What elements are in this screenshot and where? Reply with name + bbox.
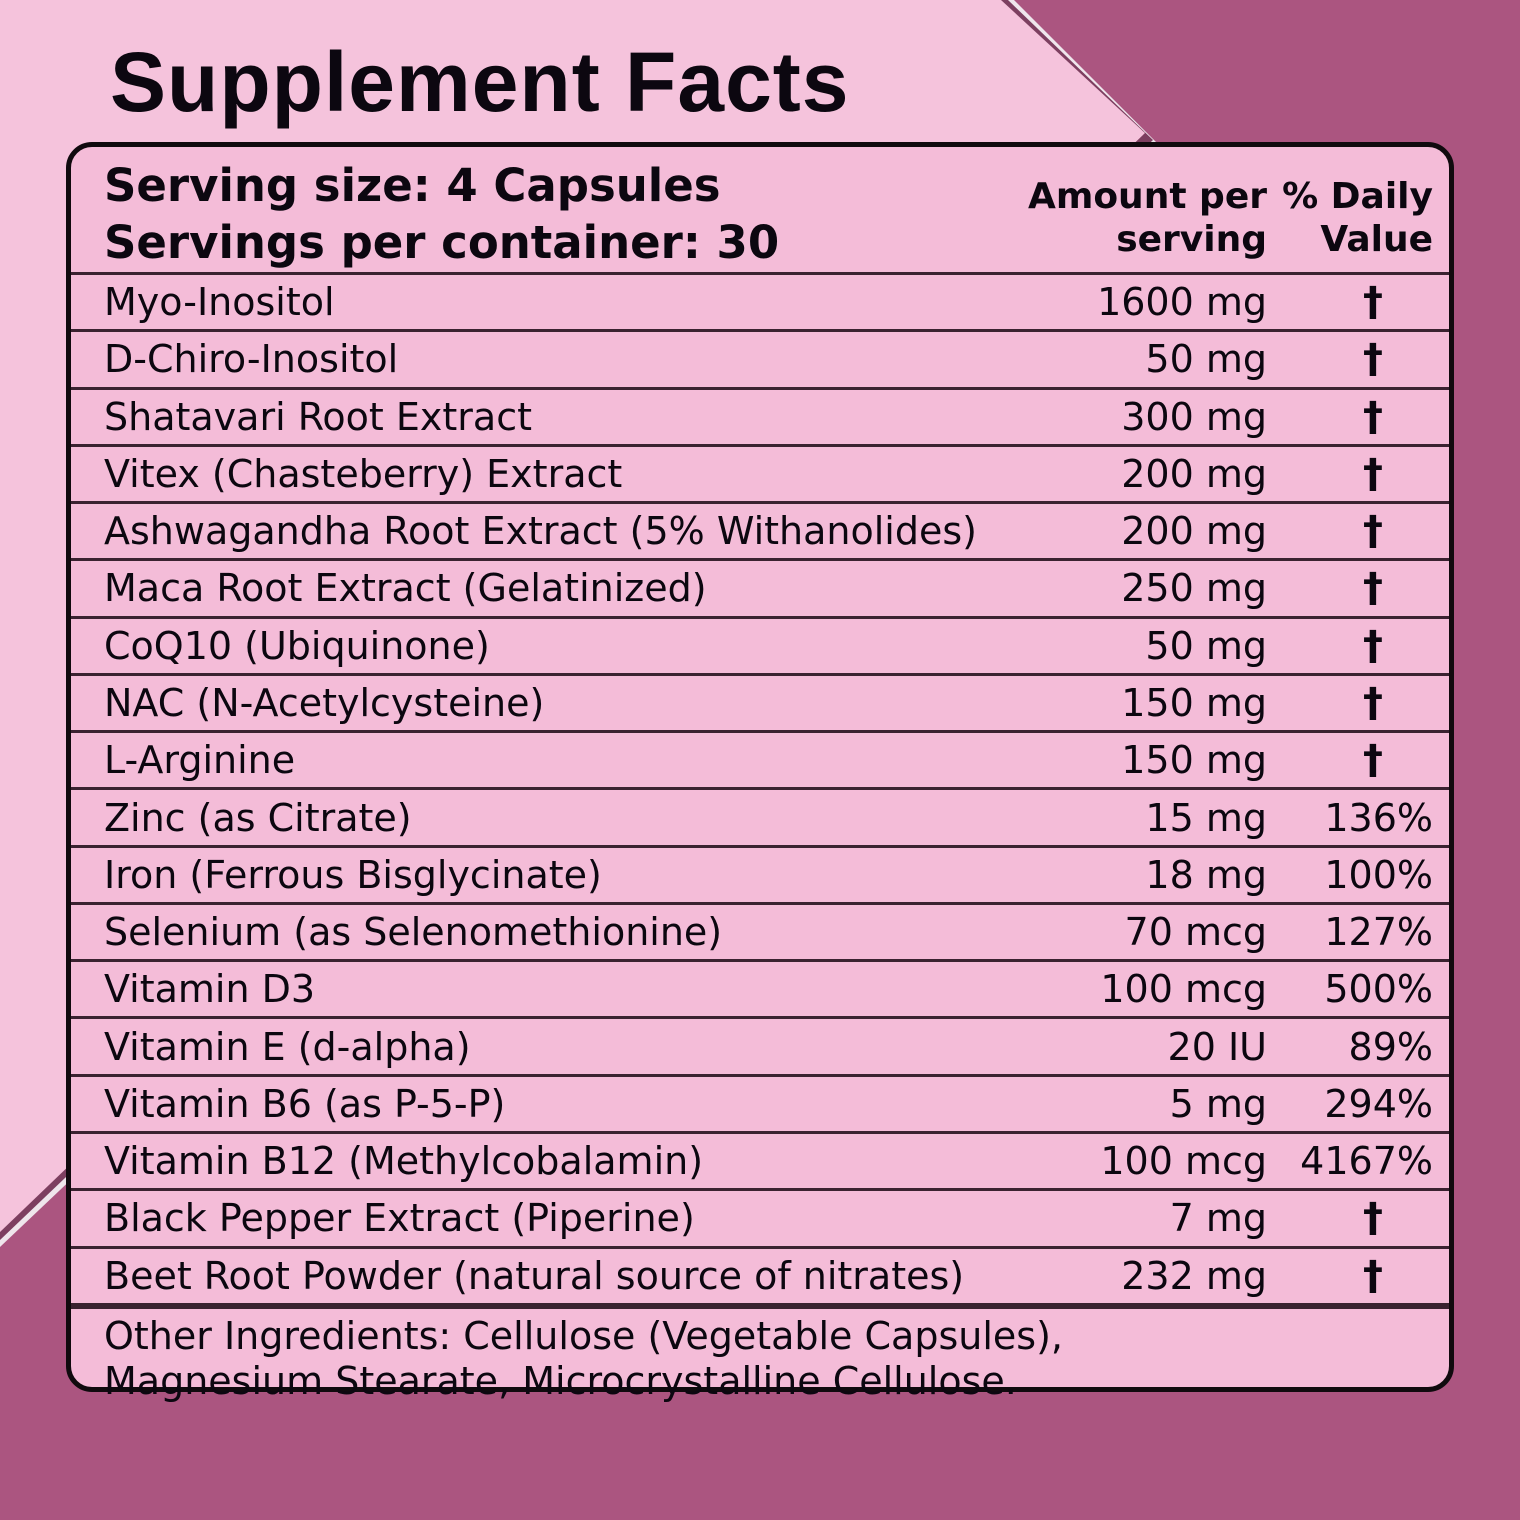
ingredient-daily-value: 100% [1324, 852, 1433, 897]
ingredient-name: Beet Root Powder (natural source of nitr… [104, 1253, 965, 1298]
ingredient-daily-value: † [1363, 679, 1383, 726]
ingredient-name: Shatavari Root Extract [104, 394, 532, 439]
ingredient-daily-value: † [1363, 279, 1383, 326]
table-row: Vitamin B12 (Methylcobalamin) 100 mcg 41… [71, 1130, 1449, 1188]
ingredient-amount: 5 mg [1169, 1081, 1267, 1126]
column-header-amount: Amount per serving [1028, 175, 1267, 261]
column-header-amount-line2: serving [1116, 219, 1267, 260]
table-row: Black Pepper Extract (Piperine) 7 mg † [71, 1188, 1449, 1245]
ingredient-daily-value: † [1363, 336, 1383, 383]
table-row: Shatavari Root Extract 300 mg † [71, 386, 1449, 444]
column-header-dv-line2: Value [1320, 219, 1433, 260]
ingredient-name: CoQ10 (Ubiquinone) [104, 623, 490, 668]
ingredient-daily-value: 500% [1324, 967, 1433, 1012]
ingredient-amount: 50 mg [1145, 623, 1267, 668]
ingredient-name: NAC (N-Acetylcysteine) [104, 680, 545, 725]
other-ingredients-line2: Magnesium Stearate, Microcrystalline Cel… [104, 1358, 1017, 1403]
table-row: Vitamin E (d-alpha) 20 IU 89% [71, 1016, 1449, 1073]
ingredient-amount: 200 mg [1121, 509, 1267, 554]
page-title: Supplement Facts [110, 35, 850, 129]
ingredient-amount: 15 mg [1145, 795, 1267, 840]
ingredient-amount: 7 mg [1169, 1196, 1267, 1241]
other-ingredients-section: Other Ingredients: Cellulose (Vegetable … [71, 1302, 1449, 1404]
ingredient-name: Ashwagandha Root Extract (5% Withanolide… [104, 509, 977, 554]
table-row: Vitamin D3 100 mcg 500% [71, 959, 1449, 1016]
table-row: CoQ10 (Ubiquinone) 50 mg † [71, 615, 1449, 673]
ingredient-name: Vitamin B6 (as P-5-P) [104, 1081, 506, 1126]
ingredient-name: Maca Root Extract (Gelatinized) [104, 566, 707, 611]
ingredient-amount: 250 mg [1121, 566, 1267, 611]
table-row: NAC (N-Acetylcysteine) 150 mg † [71, 672, 1449, 730]
ingredient-amount: 20 IU [1167, 1024, 1267, 1069]
serving-info: Serving size: 4 Capsules Servings per co… [71, 147, 1449, 271]
ingredient-daily-value: † [1363, 393, 1383, 440]
table-row: Beet Root Powder (natural source of nitr… [71, 1245, 1449, 1303]
ingredient-amount: 1600 mg [1097, 280, 1267, 325]
ingredient-daily-value: 294% [1324, 1081, 1433, 1126]
servings-per-container-line: Servings per container: 30 [104, 216, 780, 269]
ingredient-rows: Myo-Inositol 1600 mg † D-Chiro-Inositol … [71, 272, 1449, 1303]
ingredient-name: Black Pepper Extract (Piperine) [104, 1196, 695, 1241]
ingredient-amount: 150 mg [1121, 680, 1267, 725]
supplement-facts-table: Serving size: 4 Capsules Servings per co… [66, 142, 1454, 1403]
ingredient-amount: 100 mcg [1100, 967, 1267, 1012]
table-row: D-Chiro-Inositol 50 mg † [71, 329, 1449, 386]
ingredient-name: Vitamin E (d-alpha) [104, 1024, 471, 1069]
serving-size-line: Serving size: 4 Capsules [104, 159, 721, 212]
ingredient-amount: 100 mcg [1100, 1139, 1267, 1184]
column-header-amount-line1: Amount per [1027, 176, 1267, 217]
other-ingredients-line1: Other Ingredients: Cellulose (Vegetable … [104, 1313, 1063, 1358]
ingredient-daily-value: † [1363, 565, 1383, 612]
ingredient-daily-value: † [1363, 508, 1383, 555]
ingredient-daily-value: 127% [1324, 910, 1433, 955]
ingredient-amount: 200 mg [1121, 451, 1267, 496]
ingredient-amount: 150 mg [1121, 738, 1267, 783]
column-header-dv-line1: % Daily [1282, 176, 1433, 217]
ingredient-daily-value: † [1363, 1252, 1383, 1299]
ingredient-daily-value: † [1363, 1195, 1383, 1242]
table-row: L-Arginine 150 mg † [71, 730, 1449, 787]
table-row: Myo-Inositol 1600 mg † [71, 272, 1449, 329]
column-header-daily-value: % Daily Value [1282, 175, 1433, 261]
ingredient-daily-value: † [1363, 622, 1383, 669]
ingredient-name: Vitamin B12 (Methylcobalamin) [104, 1139, 704, 1184]
ingredient-name: Selenium (as Selenomethionine) [104, 910, 723, 955]
ingredient-name: D-Chiro-Inositol [104, 337, 399, 382]
table-row: Vitex (Chasteberry) Extract 200 mg † [71, 443, 1449, 501]
ingredient-name: Myo-Inositol [104, 280, 335, 325]
table-row: Maca Root Extract (Gelatinized) 250 mg † [71, 558, 1449, 615]
ingredient-amount: 70 mcg [1124, 910, 1267, 955]
ingredient-daily-value: 4167% [1300, 1139, 1433, 1184]
ingredient-amount: 50 mg [1145, 337, 1267, 382]
ingredient-daily-value: 89% [1348, 1024, 1433, 1069]
table-header: Serving size: 4 Capsules Servings per co… [71, 147, 1449, 272]
table-row: Vitamin B6 (as P-5-P) 5 mg 294% [71, 1073, 1449, 1131]
ingredient-daily-value: 136% [1324, 795, 1433, 840]
ingredient-name: Iron (Ferrous Bisglycinate) [104, 852, 602, 897]
ingredient-amount: 18 mg [1145, 852, 1267, 897]
ingredient-name: Zinc (as Citrate) [104, 795, 412, 840]
table-row: Zinc (as Citrate) 15 mg 136% [71, 787, 1449, 844]
ingredient-name: L-Arginine [104, 738, 296, 783]
table-row: Selenium (as Selenomethionine) 70 mcg 12… [71, 901, 1449, 959]
ingredient-amount: 300 mg [1121, 394, 1267, 439]
table-row: Ashwagandha Root Extract (5% Withanolide… [71, 501, 1449, 558]
ingredient-name: Vitamin D3 [104, 967, 316, 1012]
ingredient-daily-value: † [1363, 450, 1383, 497]
ingredient-name: Vitex (Chasteberry) Extract [104, 451, 623, 496]
table-row: Iron (Ferrous Bisglycinate) 18 mg 100% [71, 844, 1449, 902]
ingredient-amount: 232 mg [1121, 1253, 1267, 1298]
ingredient-daily-value: † [1363, 737, 1383, 784]
